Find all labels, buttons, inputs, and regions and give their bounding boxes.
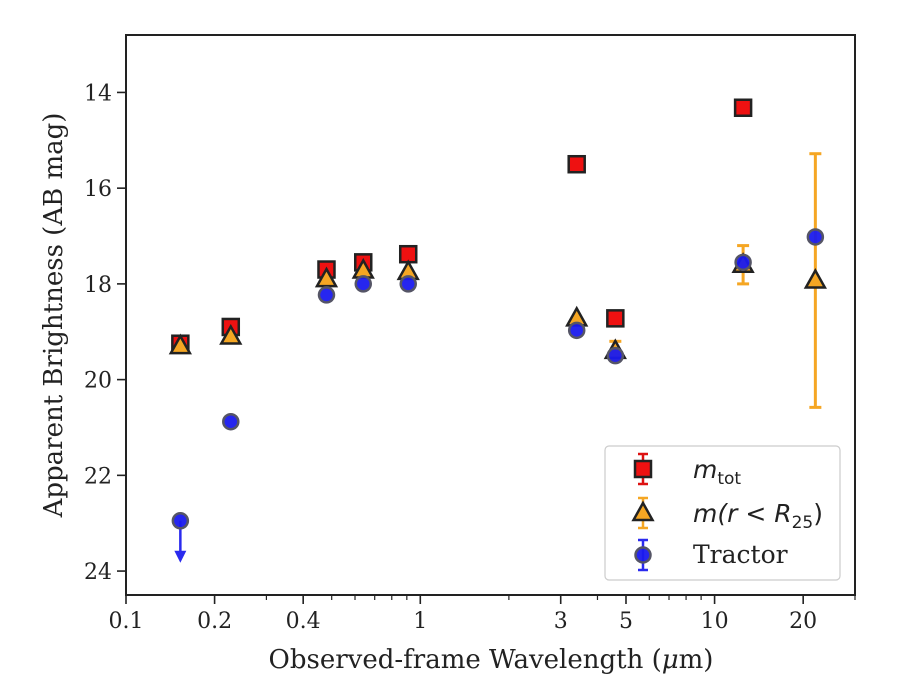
legend-circle-marker [634,546,652,564]
triangle-point [219,323,243,345]
square-point [567,154,586,174]
x-tick-label: 0.1 [109,609,144,634]
y-tick-label: 22 [84,464,112,489]
circle-point [354,275,373,293]
circle-point [734,253,752,272]
y-axis-label: Apparent Brightness (AB mag) [39,113,69,519]
x-tick-label: 1 [413,609,427,634]
circle-point [317,286,336,304]
data-marks [168,98,827,563]
triangle-point [314,266,339,288]
x-tick-label: 0.4 [286,609,321,634]
x-tick-label: 20 [789,609,817,634]
y-tick-label: 16 [84,177,112,202]
circle-point [171,512,190,530]
x-tick-label: 5 [619,609,633,634]
legend-label-mtot: mtot [693,455,741,489]
upper-limit-arrowhead [174,550,187,563]
circle-point [606,346,625,365]
circle-point [399,275,417,293]
x-tick-label: 10 [701,609,729,634]
square-point [606,309,625,328]
legend: mtot m(r < R25) Tractor [604,445,841,581]
circle-point [806,228,825,246]
x-tick-label: 0.2 [197,609,232,634]
legend-square-marker [633,459,653,479]
triangle-point [803,267,827,289]
triangle-point [168,333,192,355]
legend-box [604,445,841,581]
plot-frame [125,34,856,596]
x-tick-label: 3 [554,609,568,634]
y-tick-label: 20 [84,369,112,394]
y-tick-label: 18 [84,273,112,298]
x-axis-label: Observed-frame Wavelength (μm) [269,645,714,675]
circle-point [222,412,240,431]
legend-triangle-marker [631,500,655,522]
square-point [733,98,753,118]
circle-point [567,321,586,340]
legend-label-tractor: Tractor [693,540,788,569]
y-tick-label: 14 [84,81,112,106]
axis-ticks: 0.1 0.2 0.4 1 3 5 10 20 14 16 18 20 22 24 [84,81,856,634]
legend-markers [631,452,655,572]
legend-label-mr25: m(r < R25) [693,499,823,533]
y-tick-label: 24 [84,560,112,585]
